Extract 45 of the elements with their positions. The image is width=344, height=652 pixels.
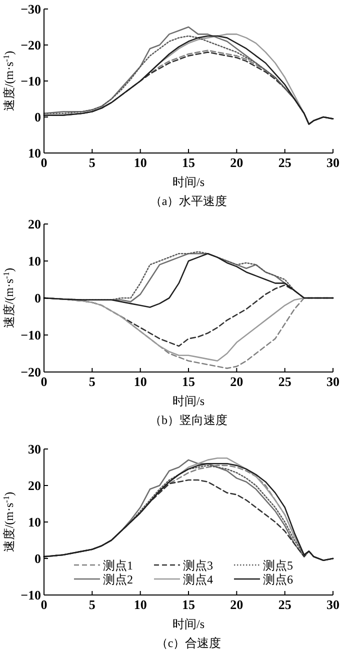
x-tick-label: 10 — [134, 155, 147, 170]
legend-label: 测点3 — [183, 558, 213, 572]
x-tick-label: 15 — [182, 597, 196, 612]
x-tick-label: 20 — [230, 597, 244, 612]
y-tick-label: −30 — [20, 2, 41, 16]
x-tick-label: 20 — [230, 374, 244, 389]
text: （a）水平速度 — [150, 194, 228, 208]
y-tick-label: 10 — [28, 514, 41, 530]
x-tick-label: 25 — [278, 597, 292, 612]
x-tick-label: 5 — [88, 374, 96, 389]
x-tick-label: 30 — [326, 374, 340, 389]
y-tick-label: −20 — [20, 364, 41, 380]
y-tick-label: −10 — [20, 328, 41, 342]
legend-label: 测点4 — [183, 572, 213, 586]
x-axis-title: 时间/s — [172, 394, 205, 408]
y-tick-label: −10 — [20, 74, 41, 88]
x-tick-label: 15 — [182, 374, 196, 389]
x-tick-label: 30 — [326, 155, 340, 170]
x-tick-label: 30 — [326, 597, 340, 612]
x-tick-label: 10 — [134, 374, 147, 389]
legend-label: 测点5 — [263, 558, 293, 572]
x-tick-label: 10 — [134, 597, 147, 612]
x-tick-label: 25 — [278, 374, 292, 389]
x-tick-label: 25 — [278, 155, 292, 170]
x-axis-title: 时间/s — [172, 175, 205, 189]
text: （c）合速度 — [156, 636, 222, 650]
y-tick-label: 0 — [34, 290, 41, 306]
x-tick-label: 5 — [88, 155, 96, 170]
x-tick-label: 5 — [88, 597, 96, 612]
y-tick-label: 10 — [28, 254, 41, 268]
y-tick-label: 0 — [34, 551, 41, 566]
y-tick-label: 30 — [28, 442, 41, 456]
y-tick-label: −10 — [20, 588, 41, 602]
y-tick-label: −20 — [20, 38, 41, 52]
legend-label: 测点6 — [263, 572, 293, 586]
legend-label: 测点2 — [103, 572, 133, 586]
x-axis-title: 时间/s — [172, 617, 205, 631]
y-tick-label: 20 — [28, 216, 41, 232]
text: （b）竖向速度 — [150, 413, 228, 427]
x-tick-label: 15 — [182, 155, 196, 170]
x-tick-label: 20 — [230, 155, 244, 170]
legend-label: 测点1 — [103, 558, 133, 572]
y-tick-label: 20 — [28, 478, 41, 493]
y-tick-label: 10 — [28, 146, 41, 160]
y-tick-label: 0 — [34, 110, 41, 124]
